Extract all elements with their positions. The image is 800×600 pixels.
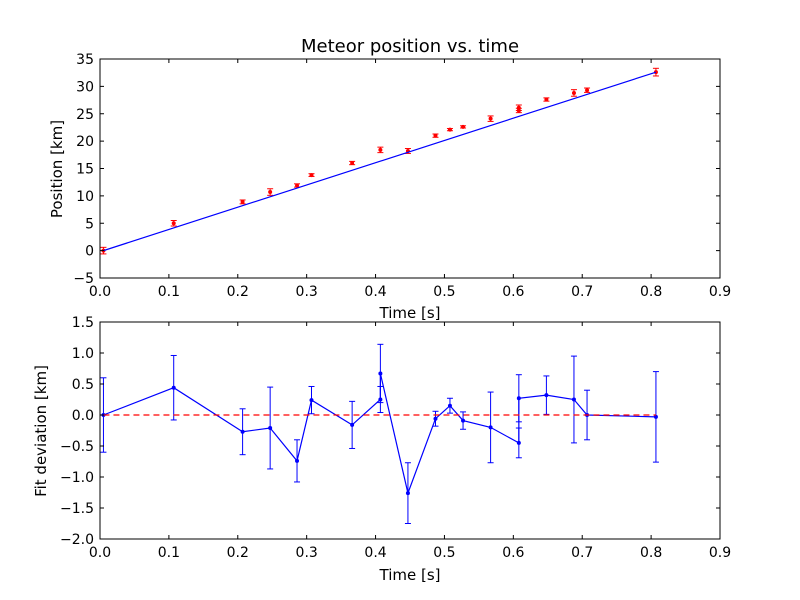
bottom-axes-frame <box>99 321 721 540</box>
bottom-data-point <box>433 416 438 421</box>
bottom-x-tick-label: 0.4 <box>364 545 386 561</box>
bottom-x-axis-label: Time [s] <box>379 566 441 584</box>
bottom-y-tick-label: −0.5 <box>60 439 94 455</box>
top-panel: Meteor position vs. time Time [s] Positi… <box>48 36 731 322</box>
top-data-layer <box>100 67 659 255</box>
bottom-data-point <box>405 491 410 496</box>
top-data-point <box>433 133 438 138</box>
top-x-tick-label: 0.8 <box>640 284 662 300</box>
top-x-tick-label: 0.9 <box>709 284 731 300</box>
bottom-data-point <box>516 440 521 445</box>
top-x-tick-label: 0.3 <box>296 284 318 300</box>
top-x-axis-label: Time [s] <box>379 304 441 322</box>
top-y-tick-label: 30 <box>76 79 94 95</box>
top-data-point <box>240 199 245 204</box>
top-x-tick-label: 0.2 <box>227 284 249 300</box>
bottom-data-point <box>378 371 383 376</box>
bottom-y-tick-label: 0.0 <box>72 408 94 424</box>
bottom-y-tick-label: 1.5 <box>72 315 94 331</box>
bottom-x-tick-label: 0.2 <box>227 545 249 561</box>
bottom-x-tick-label: 0.8 <box>640 545 662 561</box>
top-x-tick-label: 0.4 <box>364 284 386 300</box>
bottom-data-point <box>268 426 273 431</box>
bottom-y-tick-label: 1.0 <box>72 346 94 362</box>
top-data-point <box>488 116 493 121</box>
bottom-y-tick-label: −1.5 <box>60 501 94 517</box>
chart-title: Meteor position vs. time <box>301 36 519 57</box>
bottom-y-tick-label: 0.5 <box>72 377 94 393</box>
top-data-point <box>309 173 314 178</box>
bottom-data-point <box>447 403 452 408</box>
bottom-data-point <box>350 422 355 427</box>
top-data-point <box>544 97 549 102</box>
top-data-point <box>268 190 273 195</box>
top-y-tick-label: 20 <box>76 134 94 150</box>
top-x-tick-label: 0.6 <box>502 284 524 300</box>
top-data-point <box>171 221 176 226</box>
top-y-tick-label: 10 <box>76 189 94 205</box>
bottom-data-point <box>295 458 300 463</box>
top-x-tick-label: 0.1 <box>158 284 180 300</box>
bottom-x-tick-label: 0.5 <box>433 545 455 561</box>
top-data-point <box>516 108 521 113</box>
top-data-point <box>447 127 452 132</box>
bottom-data-point <box>461 418 466 423</box>
bottom-deviation-line <box>103 373 656 496</box>
bottom-x-tick-label: 0.7 <box>571 545 593 561</box>
top-x-tick-label: 0.0 <box>89 284 111 300</box>
top-y-tick-label: 25 <box>76 107 94 123</box>
top-data-point <box>571 90 576 95</box>
bottom-x-tick-label: 0.0 <box>89 545 111 561</box>
bottom-data-point <box>488 425 493 430</box>
top-fit-line <box>103 71 657 252</box>
bottom-data-point <box>653 414 658 419</box>
bottom-x-tick-label: 0.3 <box>296 545 318 561</box>
top-y-axis-label: Position [km] <box>48 120 66 218</box>
bottom-x-tick-label: 0.6 <box>502 545 524 561</box>
bottom-data-point <box>240 429 245 434</box>
bottom-y-tick-label: −1.0 <box>60 470 94 486</box>
bottom-data-point <box>516 396 521 401</box>
top-data-point <box>461 124 466 129</box>
bottom-data-point <box>171 385 176 390</box>
top-data-point <box>350 161 355 166</box>
top-x-tick-label: 0.7 <box>571 284 593 300</box>
bottom-data-point <box>571 397 576 402</box>
top-data-point <box>585 88 590 93</box>
bottom-data-point <box>544 393 549 398</box>
bottom-y-tick-label: −2.0 <box>60 532 94 548</box>
bottom-data-point <box>309 398 314 403</box>
top-x-tick-label: 0.5 <box>433 284 455 300</box>
top-y-tick-label: 0 <box>85 244 94 260</box>
bottom-panel: Time [s] Fit deviation [km] 0.0 0.1 0.2 0.3… <box>32 315 731 584</box>
top-y-tick-label: −5 <box>73 271 94 287</box>
top-data-point <box>378 147 383 152</box>
top-y-tick-label: 35 <box>76 52 94 68</box>
top-y-tick-label: 15 <box>76 162 94 178</box>
bottom-y-axis-label: Fit deviation [km] <box>32 365 50 497</box>
top-y-tick-label: 5 <box>85 216 94 232</box>
top-data-point <box>295 183 300 188</box>
bottom-x-tick-label: 0.1 <box>158 545 180 561</box>
bottom-data-layer <box>100 343 659 524</box>
bottom-x-tick-label: 0.9 <box>709 545 731 561</box>
